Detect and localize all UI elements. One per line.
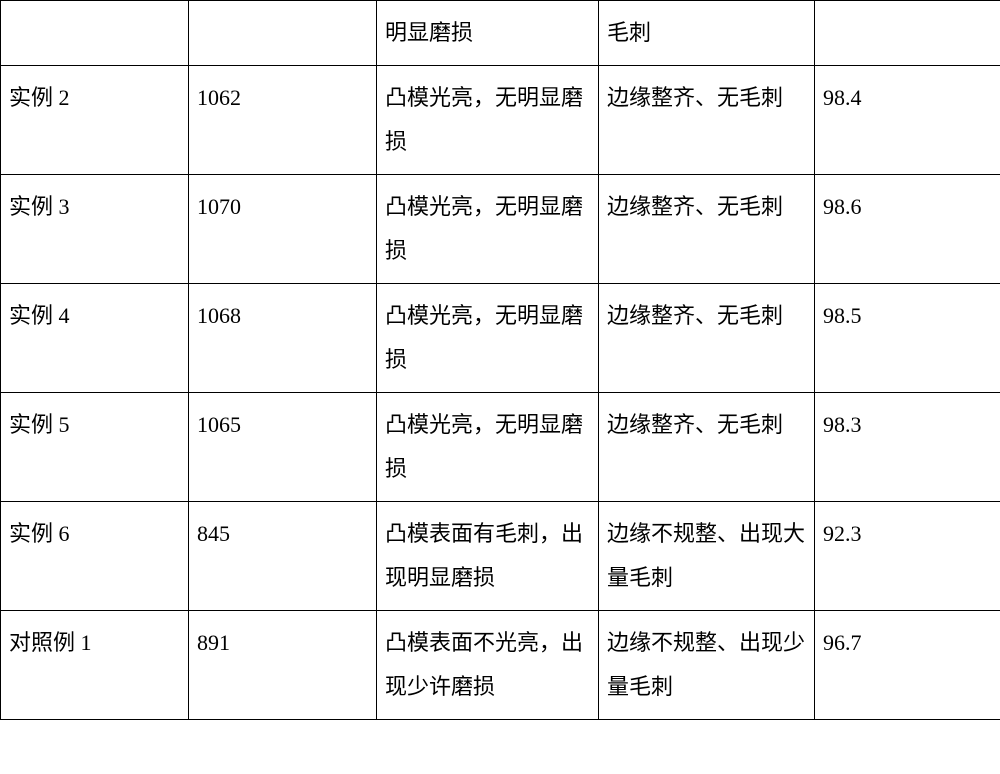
cell xyxy=(815,1,1000,66)
cell: 边缘整齐、无毛刺 xyxy=(599,393,815,502)
cell: 凸模表面有毛刺，出现明显磨损 xyxy=(377,502,599,611)
cell: 边缘整齐、无毛刺 xyxy=(599,284,815,393)
cell: 98.3 xyxy=(815,393,1000,502)
cell: 边缘不规整、出现少量毛刺 xyxy=(599,611,815,720)
cell: 对照例 1 xyxy=(1,611,189,720)
cell: 实例 2 xyxy=(1,66,189,175)
table-row: 对照例 1 891 凸模表面不光亮，出现少许磨损 边缘不规整、出现少量毛刺 96… xyxy=(1,611,1000,720)
cell: 98.5 xyxy=(815,284,1000,393)
cell: 实例 6 xyxy=(1,502,189,611)
cell: 实例 5 xyxy=(1,393,189,502)
cell xyxy=(189,1,377,66)
cell: 凸模光亮，无明显磨损 xyxy=(377,175,599,284)
data-table: 明显磨损 毛刺 实例 2 1062 凸模光亮，无明显磨损 边缘整齐、无毛刺 98… xyxy=(0,0,1000,720)
cell: 891 xyxy=(189,611,377,720)
cell: 凸模光亮，无明显磨损 xyxy=(377,66,599,175)
cell: 凸模表面不光亮，出现少许磨损 xyxy=(377,611,599,720)
cell: 边缘不规整、出现大量毛刺 xyxy=(599,502,815,611)
cell: 845 xyxy=(189,502,377,611)
cell: 1062 xyxy=(189,66,377,175)
cell: 凸模光亮，无明显磨损 xyxy=(377,284,599,393)
cell xyxy=(1,1,189,66)
table-row: 实例 3 1070 凸模光亮，无明显磨损 边缘整齐、无毛刺 98.6 xyxy=(1,175,1000,284)
cell: 实例 3 xyxy=(1,175,189,284)
cell: 1070 xyxy=(189,175,377,284)
cell: 1065 xyxy=(189,393,377,502)
cell: 98.4 xyxy=(815,66,1000,175)
cell: 1068 xyxy=(189,284,377,393)
cell: 实例 4 xyxy=(1,284,189,393)
table-body: 明显磨损 毛刺 实例 2 1062 凸模光亮，无明显磨损 边缘整齐、无毛刺 98… xyxy=(1,1,1000,720)
cell: 边缘整齐、无毛刺 xyxy=(599,66,815,175)
cell: 96.7 xyxy=(815,611,1000,720)
cell: 98.6 xyxy=(815,175,1000,284)
table-row: 实例 5 1065 凸模光亮，无明显磨损 边缘整齐、无毛刺 98.3 xyxy=(1,393,1000,502)
table-row: 实例 2 1062 凸模光亮，无明显磨损 边缘整齐、无毛刺 98.4 xyxy=(1,66,1000,175)
cell: 明显磨损 xyxy=(377,1,599,66)
cell: 毛刺 xyxy=(599,1,815,66)
table-row: 实例 6 845 凸模表面有毛刺，出现明显磨损 边缘不规整、出现大量毛刺 92.… xyxy=(1,502,1000,611)
cell: 92.3 xyxy=(815,502,1000,611)
cell: 边缘整齐、无毛刺 xyxy=(599,175,815,284)
table-row: 实例 4 1068 凸模光亮，无明显磨损 边缘整齐、无毛刺 98.5 xyxy=(1,284,1000,393)
table-row: 明显磨损 毛刺 xyxy=(1,1,1000,66)
cell: 凸模光亮，无明显磨损 xyxy=(377,393,599,502)
